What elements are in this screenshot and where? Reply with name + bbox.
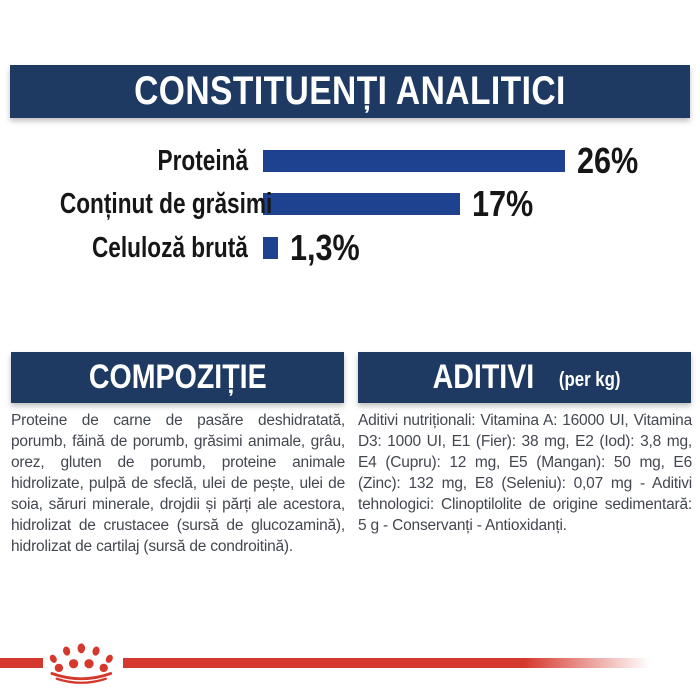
- analytical-header-title: CONSTITUENȚI ANALITICI: [134, 69, 566, 113]
- chart-label-fibre: Celuloză brută: [92, 231, 248, 264]
- chart-bar-protein: [263, 150, 565, 172]
- royal-canin-crown-icon: [49, 643, 113, 684]
- analytical-constituents-header: CONSTITUENȚI ANALITICI: [10, 65, 690, 118]
- composition-body: Proteine de carne de pasăre deshidratată…: [11, 412, 345, 555]
- chart-value-fibre: 1,3%: [290, 227, 360, 268]
- composition-title: COMPOZIȚIE: [88, 358, 267, 396]
- additives-header: ADITIVI (per kg): [358, 352, 691, 403]
- brand-stripe-right: [123, 658, 650, 668]
- additives-body: Aditivi nutriționali: Vitamina A: 16000 …: [358, 412, 692, 534]
- chart-bar-fibre: [263, 237, 278, 259]
- additives-title: ADITIVI: [432, 358, 535, 396]
- chart-row-protein: Proteină 26%: [0, 140, 649, 181]
- brand-stripe-left: [0, 658, 43, 668]
- additives-title-suffix: (per kg): [558, 369, 621, 391]
- chart-row-fat: Conținut de grăsimi 17%: [0, 183, 544, 224]
- chart-label-protein: Proteină: [157, 144, 248, 177]
- chart-value-protein: 26%: [577, 140, 639, 181]
- chart-bar-fat: [263, 193, 460, 215]
- chart-label-fat: Conținut de grăsimi: [59, 187, 273, 220]
- chart-value-fat: 17%: [472, 183, 534, 224]
- chart-row-fibre: Celuloză brută 1,3%: [0, 227, 372, 268]
- composition-header: COMPOZIȚIE: [11, 352, 344, 403]
